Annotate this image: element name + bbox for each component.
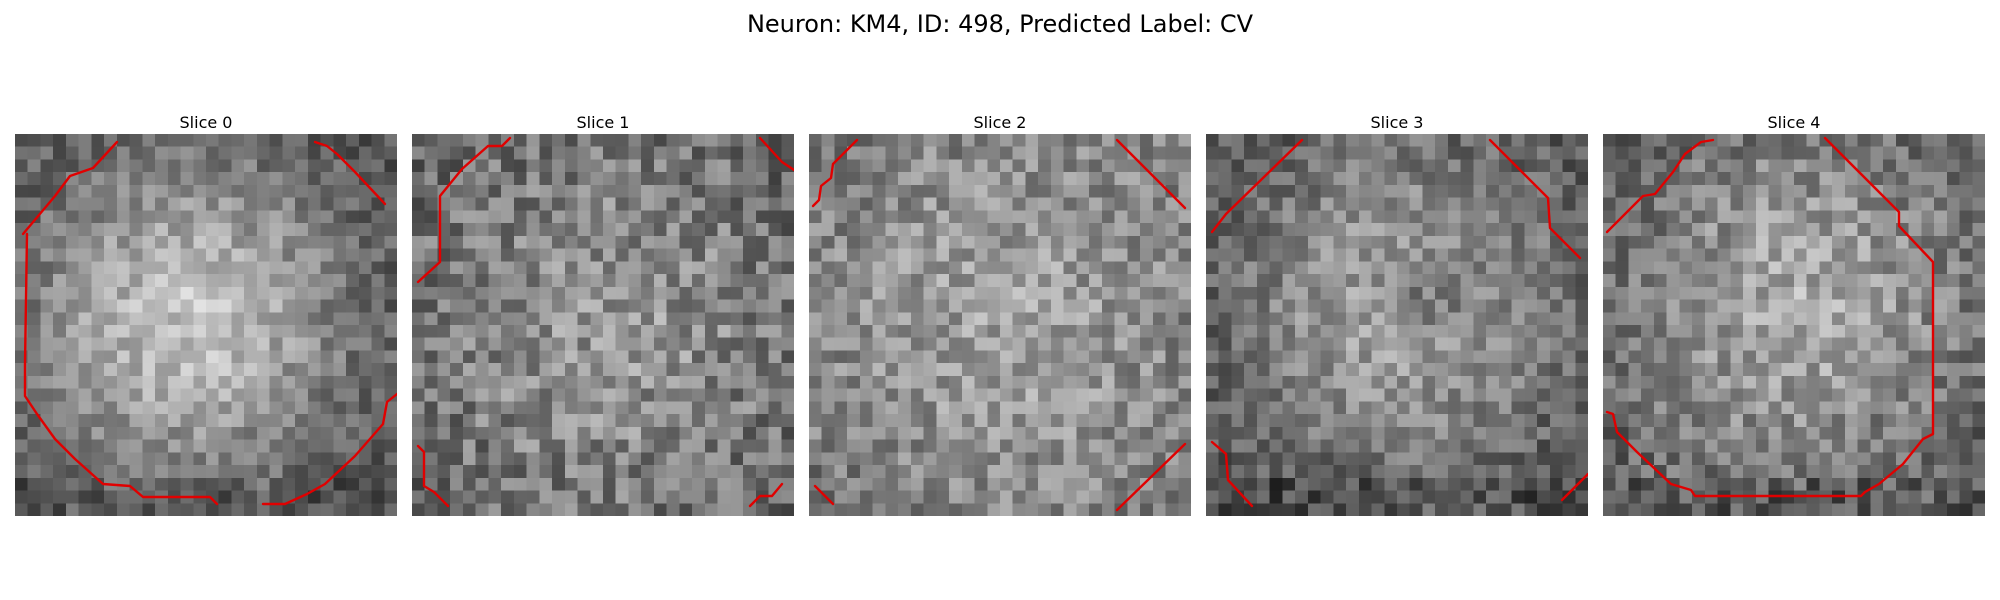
contour-line xyxy=(1605,138,1715,234)
contour-line xyxy=(416,136,512,284)
contour-line xyxy=(261,392,397,506)
slice-image-frame xyxy=(809,134,1191,516)
contour-overlay xyxy=(811,138,1187,512)
slice-panel-4: Slice 4 xyxy=(1603,112,1985,516)
contour-line xyxy=(1488,138,1582,260)
slice-image xyxy=(412,134,794,516)
slice-title: Slice 3 xyxy=(1370,113,1424,132)
contour-overlay xyxy=(1210,138,1588,508)
contour-line xyxy=(811,138,859,208)
slice-panel-2: Slice 2 xyxy=(809,112,1191,516)
contour-line xyxy=(1115,138,1187,210)
contour-line xyxy=(758,136,794,172)
slice-image-frame xyxy=(1603,134,1985,516)
contour-line xyxy=(748,482,784,508)
contour-line xyxy=(1115,442,1187,512)
slice-title: Slice 4 xyxy=(1767,113,1821,132)
contour-overlay xyxy=(416,136,794,508)
slice-title: Slice 2 xyxy=(973,113,1027,132)
slice-title: Slice 1 xyxy=(576,113,630,132)
contour-line xyxy=(1605,136,1935,498)
slice-panel-1: Slice 1 xyxy=(412,112,794,516)
contour-line xyxy=(313,140,387,206)
contour-overlay xyxy=(21,140,397,506)
slice-image xyxy=(1206,134,1588,516)
slice-image xyxy=(15,134,397,516)
slice-image xyxy=(809,134,1191,516)
contour-line xyxy=(1560,472,1588,502)
contour-line xyxy=(1210,440,1254,508)
slice-image-frame xyxy=(1206,134,1588,516)
slice-title: Slice 0 xyxy=(179,113,233,132)
slice-image-frame xyxy=(15,134,397,516)
contour-line xyxy=(21,140,119,236)
slice-image xyxy=(1603,134,1985,516)
contour-line xyxy=(813,484,835,506)
contour-line xyxy=(416,444,450,508)
contour-line xyxy=(1210,138,1304,234)
contour-overlay xyxy=(1605,136,1935,498)
slice-image-frame xyxy=(412,134,794,516)
slice-panel-3: Slice 3 xyxy=(1206,112,1588,516)
slice-panel-0: Slice 0 xyxy=(15,112,397,516)
figure-title: Neuron: KM4, ID: 498, Predicted Label: C… xyxy=(746,10,1254,38)
contour-line xyxy=(23,232,219,506)
